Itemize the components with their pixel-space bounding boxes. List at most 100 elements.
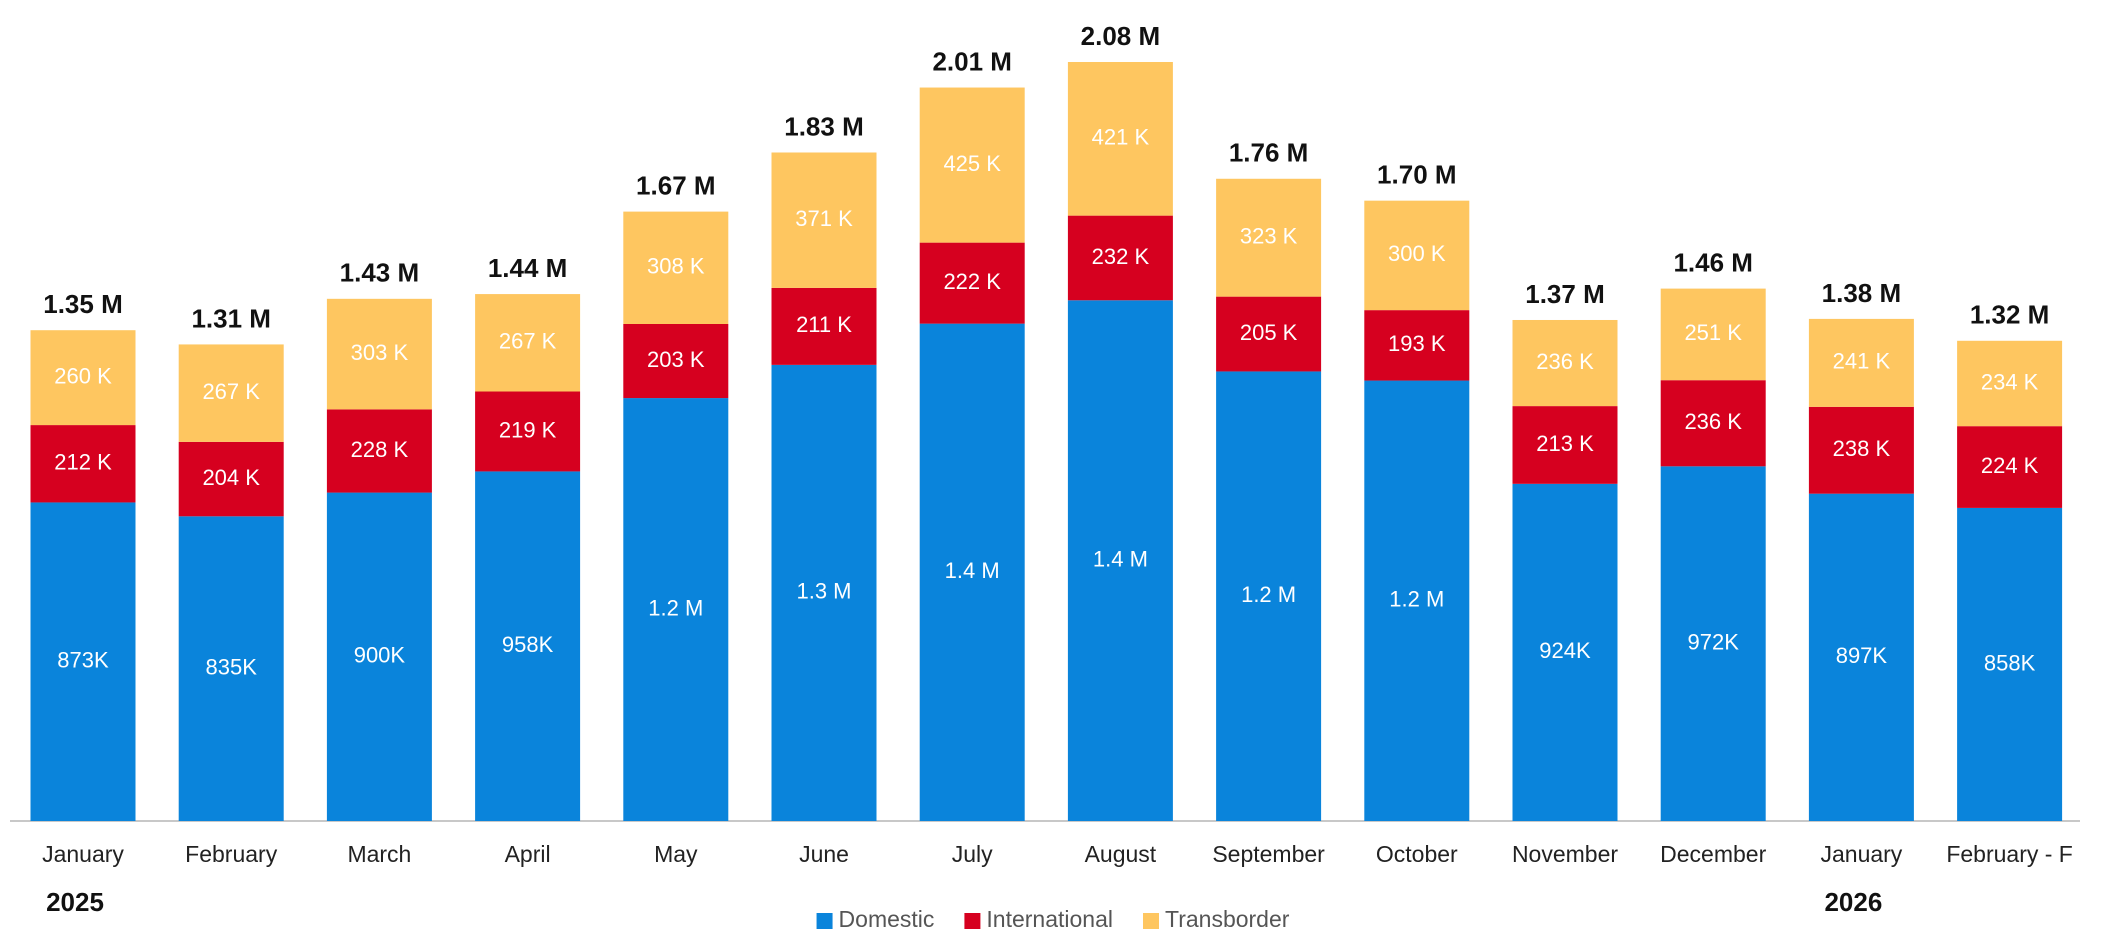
value-label: 241 K [1833, 349, 1891, 374]
value-label: 300 K [1388, 241, 1446, 266]
bar-segment [1216, 296, 1322, 372]
value-label: 303 K [351, 340, 409, 365]
value-label: 1.4 M [945, 558, 1000, 583]
x-tick-label: April [505, 841, 551, 867]
bar-segment [1364, 310, 1470, 381]
bar-segment [771, 364, 877, 821]
bar-segment [178, 344, 284, 442]
x-tick-label: May [654, 841, 698, 867]
legend-label: Transborder [1165, 906, 1290, 932]
value-label: 873K [57, 648, 109, 673]
total-label: 1.43 M [340, 258, 420, 288]
x-tick-label: January [42, 841, 124, 867]
x-tick-label: March [347, 841, 411, 867]
bar-segment [178, 516, 284, 821]
value-label: 371 K [795, 206, 853, 231]
bar-segment [623, 211, 729, 325]
x-tick-label: November [1512, 841, 1618, 867]
value-label: 193 K [1388, 331, 1446, 356]
x-tick-label: December [1660, 841, 1766, 867]
bar-segment [623, 398, 729, 821]
value-label: 924K [1539, 638, 1591, 663]
bar-segment [1512, 483, 1618, 821]
bar-segment [1957, 340, 2063, 427]
bar-segment [326, 298, 432, 410]
bar-segment [1364, 200, 1470, 311]
x-tick-label: February - F [1946, 841, 2073, 867]
total-label: 1.67 M [636, 170, 716, 200]
total-label: 1.44 M [488, 253, 568, 283]
value-label: 897K [1836, 643, 1888, 668]
total-label: 1.38 M [1822, 278, 1902, 308]
value-label: 205 K [1240, 320, 1298, 345]
x-tick-label: July [952, 841, 993, 867]
value-label: 835K [206, 654, 258, 679]
value-label: 1.2 M [648, 595, 703, 620]
bar-segment [771, 287, 877, 365]
total-label: 2.01 M [932, 46, 1012, 76]
value-label: 211 K [796, 312, 852, 337]
legend-swatch [964, 913, 981, 929]
total-label: 1.70 M [1377, 160, 1457, 190]
bar-segment [326, 492, 432, 821]
value-label: 204 K [202, 465, 260, 490]
bar-segment [1957, 426, 2063, 508]
x-tick-label: September [1212, 841, 1325, 867]
value-label: 238 K [1833, 436, 1891, 461]
group-label: 2026 [1824, 887, 1882, 917]
total-label: 1.46 M [1673, 247, 1753, 277]
total-label: 1.31 M [191, 303, 271, 333]
bar-segment [326, 409, 432, 493]
bar-segment [475, 391, 581, 472]
bar-segment [1660, 288, 1766, 381]
value-label: 260 K [54, 363, 112, 388]
value-label: 224 K [1981, 453, 2039, 478]
bar-segment [1660, 380, 1766, 467]
value-label: 222 K [943, 269, 1001, 294]
value-label: 236 K [1684, 409, 1742, 434]
bar-segment [1364, 380, 1470, 821]
value-label: 236 K [1536, 349, 1594, 374]
bar-segment [475, 294, 581, 392]
value-label: 308 K [647, 254, 705, 279]
bar-segment [30, 425, 136, 503]
bar-segment [1660, 466, 1766, 821]
value-label: 972K [1688, 629, 1740, 654]
bar-segment [1808, 493, 1914, 821]
value-label: 900K [354, 643, 406, 668]
total-label: 1.83 M [784, 111, 864, 141]
value-label: 251 K [1684, 320, 1742, 345]
bar-segment [1512, 406, 1618, 484]
value-label: 212 K [54, 450, 112, 475]
value-label: 203 K [647, 347, 705, 372]
x-tick-label: June [799, 841, 849, 867]
total-label: 2.08 M [1081, 21, 1161, 51]
bar-segment [1216, 371, 1322, 821]
bar-segment [623, 324, 729, 399]
bar-segment [771, 152, 877, 288]
legend-label: International [986, 906, 1113, 932]
bar-segment [1067, 62, 1173, 216]
value-label: 958K [502, 632, 554, 657]
legend-swatch [816, 913, 833, 929]
value-label: 1.2 M [1389, 587, 1444, 612]
value-label: 219 K [499, 417, 557, 442]
bar-segment [178, 441, 284, 517]
value-label: 323 K [1240, 224, 1298, 249]
bar-segment [919, 323, 1025, 821]
value-label: 858K [1984, 650, 2036, 675]
bar-segment [1808, 406, 1914, 494]
value-label: 425 K [943, 151, 1001, 176]
value-label: 267 K [202, 379, 260, 404]
bar-segment [30, 330, 136, 426]
group-label: 2025 [46, 887, 104, 917]
legend-label: Domestic [839, 906, 935, 932]
bar-segment [1512, 319, 1618, 407]
value-label: 228 K [351, 437, 409, 462]
bar-segment [1957, 507, 2063, 821]
value-label: 232 K [1092, 244, 1150, 269]
x-tick-label: January [1820, 841, 1902, 867]
value-label: 421 K [1092, 125, 1150, 150]
